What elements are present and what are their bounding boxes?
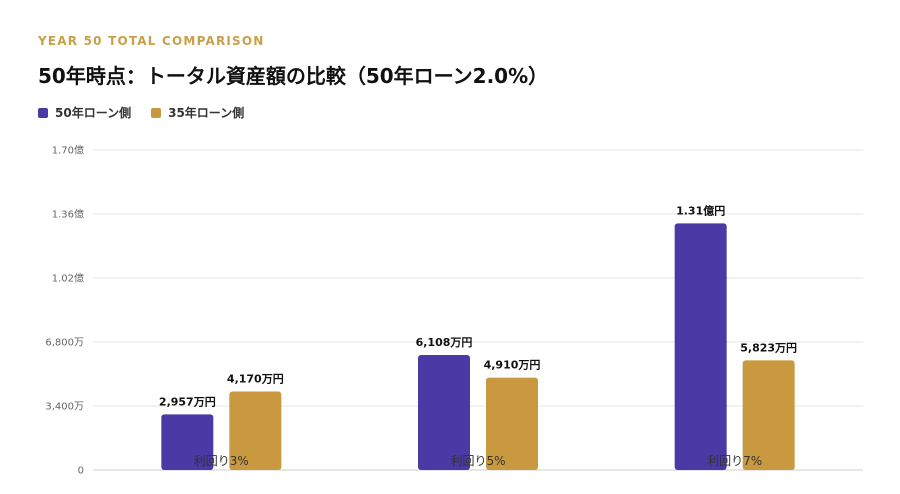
x-category-label: 利回り3% [194, 454, 249, 468]
legend-item-series2: 35年ローン側 [151, 104, 244, 121]
legend-item-series1: 50年ローン側 [38, 104, 131, 121]
bar-series2 [486, 377, 538, 470]
legend-swatch-series1 [38, 107, 48, 118]
bar-series2 [229, 391, 282, 470]
data-label: 1.31億円 [676, 203, 725, 217]
chart-legend: 50年ローン側 35年ローン側 [38, 104, 244, 121]
data-label: 5,823万円 [740, 341, 797, 354]
data-label: 4,910万円 [484, 359, 541, 372]
chart-eyebrow: YEAR 50 TOTAL COMPARISON [38, 34, 265, 48]
bar-series1 [674, 223, 727, 470]
data-label: 4,170万円 [227, 373, 284, 386]
data-label: 6,108万円 [416, 336, 473, 349]
y-tick-label: 1.02億 [52, 272, 84, 285]
chart-title: 50年時点：トータル資産額の比較（50年ローン2.0%） [38, 64, 549, 88]
y-tick-label: 1.36億 [52, 208, 84, 221]
y-tick-label: 1.70億 [52, 144, 84, 157]
y-tick-label: 3,400万 [45, 402, 84, 413]
bar-series1 [418, 355, 470, 470]
bar-series2 [742, 360, 795, 470]
bar-series1 [161, 414, 214, 470]
legend-label-series1: 50年ローン側 [55, 106, 132, 120]
x-category-label: 利回り5% [450, 454, 505, 468]
x-category-label: 利回り7% [707, 454, 762, 468]
y-tick-label: 0 [78, 466, 84, 477]
legend-swatch-series2 [151, 107, 162, 118]
legend-label-series2: 35年ローン側 [168, 106, 245, 120]
data-label: 2,957万円 [159, 395, 216, 408]
y-tick-label: 6,800万 [45, 338, 84, 349]
